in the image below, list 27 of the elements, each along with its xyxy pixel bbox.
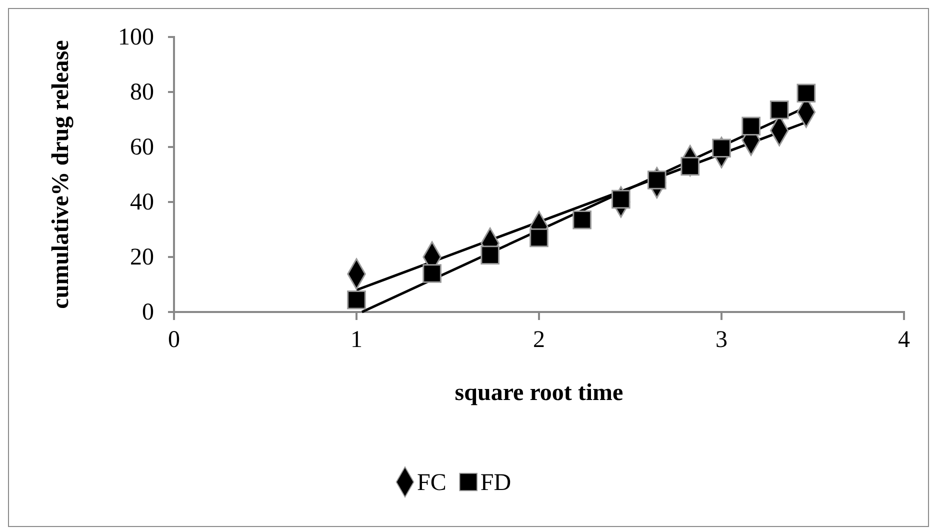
y-tick-label: 100 bbox=[118, 24, 154, 51]
point bbox=[422, 264, 442, 283]
point bbox=[347, 290, 366, 310]
y-tick-label: 60 bbox=[130, 134, 154, 161]
y-tick-label: 40 bbox=[130, 190, 154, 216]
x-axis-title: square root time bbox=[454, 380, 624, 406]
y-tick-label: 80 bbox=[130, 80, 154, 106]
legend-label: FC bbox=[417, 470, 446, 496]
x-tick-label: 3 bbox=[716, 327, 728, 354]
point bbox=[530, 228, 548, 248]
y-tick-label: 20 bbox=[130, 244, 154, 271]
point bbox=[680, 156, 700, 176]
point bbox=[572, 210, 592, 230]
y-tick-label: 0 bbox=[142, 300, 154, 326]
point bbox=[647, 170, 666, 190]
point bbox=[796, 84, 816, 103]
legend-label: FD bbox=[480, 470, 512, 496]
point bbox=[742, 116, 760, 136]
point bbox=[480, 246, 500, 264]
x-tick-label: 0 bbox=[168, 327, 180, 354]
point bbox=[612, 190, 630, 209]
x-tick-label: 4 bbox=[898, 327, 910, 354]
x-tick-label: 1 bbox=[350, 327, 362, 354]
x-tick-label: 2 bbox=[533, 327, 545, 354]
y-axis-title: cumulative% drug release bbox=[48, 40, 74, 309]
point bbox=[712, 138, 731, 158]
point bbox=[770, 100, 789, 120]
